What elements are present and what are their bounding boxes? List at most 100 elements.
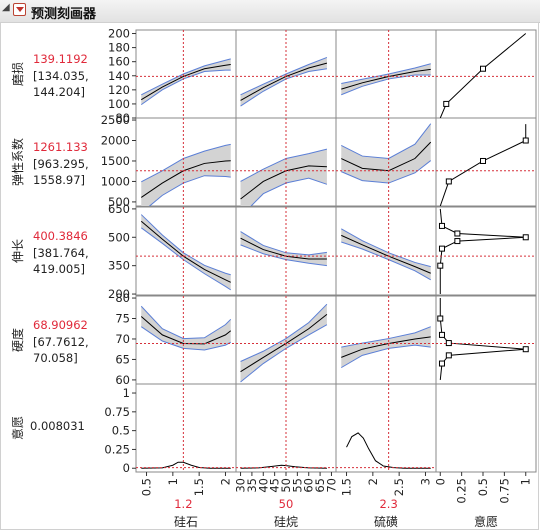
x-tick-label: 1.5 bbox=[192, 478, 206, 496]
cell-border bbox=[435, 295, 537, 385]
band-upper-edge bbox=[140, 214, 231, 276]
desirability-handle[interactable] bbox=[445, 340, 452, 347]
confidence-band bbox=[141, 144, 231, 206]
band-upper-edge bbox=[141, 58, 231, 96]
ci-upper: 70.058] bbox=[33, 351, 78, 365]
prediction-trace bbox=[346, 432, 431, 469]
cell-group bbox=[236, 384, 336, 472]
band-lower-edge bbox=[240, 68, 327, 107]
desirability-function bbox=[439, 208, 526, 295]
y-tick-label: 0 bbox=[123, 461, 130, 475]
desirability-handle[interactable] bbox=[445, 352, 452, 359]
ci-lower: [381.764, bbox=[33, 246, 89, 260]
band-lower-edge bbox=[140, 69, 231, 106]
desirability-group bbox=[436, 208, 536, 295]
ci-upper: 419.005] bbox=[33, 262, 85, 276]
cell-group bbox=[336, 384, 436, 472]
y-tick-label: 70 bbox=[115, 332, 130, 346]
band-lower-edge bbox=[240, 324, 328, 383]
desirability-handle[interactable] bbox=[438, 331, 445, 338]
x-tick-label: 1 bbox=[166, 478, 180, 485]
desirability-handle[interactable] bbox=[480, 157, 487, 164]
desirability-group bbox=[436, 124, 536, 206]
confidence-band bbox=[240, 57, 327, 107]
profiler-frame bbox=[0, 22, 539, 530]
desirability-handle[interactable] bbox=[443, 100, 450, 107]
desirability-group bbox=[436, 298, 536, 380]
cell-border bbox=[335, 206, 437, 296]
desirability-handle[interactable] bbox=[522, 234, 529, 241]
band-upper-edge bbox=[141, 143, 231, 183]
x-tick-label: 60 bbox=[302, 478, 316, 493]
y-tick-label: 180 bbox=[108, 41, 130, 55]
response-name: 意愿 bbox=[10, 416, 25, 440]
band-lower-edge bbox=[341, 241, 431, 281]
cell-group bbox=[136, 30, 236, 118]
ci-upper: 144.204] bbox=[33, 85, 85, 99]
x-tick-label: 55 bbox=[290, 478, 304, 493]
ci-lower: [134.035, bbox=[33, 69, 89, 83]
cell-border bbox=[435, 29, 537, 119]
desirability-group bbox=[436, 33, 536, 118]
x-tick-label: 2 bbox=[366, 478, 380, 485]
x-tick-label: 3 bbox=[418, 478, 432, 485]
prediction-trace bbox=[141, 64, 231, 101]
y-tick-label: 200 bbox=[108, 27, 130, 41]
confidence-band bbox=[141, 214, 231, 290]
x-tick-label: 1 bbox=[519, 478, 533, 485]
cell-group bbox=[136, 207, 236, 295]
factor-current-value: 2.3 bbox=[379, 497, 397, 511]
x-tick-label: 40 bbox=[256, 478, 270, 493]
y-tick-label: 0.5 bbox=[112, 424, 130, 438]
desirability-function bbox=[439, 298, 526, 380]
y-tick-label: 80 bbox=[115, 291, 130, 305]
response-name: 硬度 bbox=[10, 328, 25, 352]
y-tick-label: 2500 bbox=[101, 113, 130, 127]
prediction-trace bbox=[141, 461, 231, 469]
predicted-value: 68.90962 bbox=[33, 318, 88, 332]
x-tick-label: 70 bbox=[324, 478, 338, 493]
desirability-handle[interactable] bbox=[522, 346, 529, 353]
cell-border bbox=[435, 383, 537, 473]
x-tick-label: 65 bbox=[313, 478, 327, 493]
y-tick-label: 0.75 bbox=[104, 405, 130, 419]
desirability-handle[interactable] bbox=[454, 230, 461, 237]
x-tick-label: 0 bbox=[433, 478, 447, 485]
desirability-handle[interactable] bbox=[522, 137, 529, 144]
desirability-handle[interactable] bbox=[438, 360, 445, 367]
desirability-handle[interactable] bbox=[438, 222, 445, 229]
cell-group bbox=[336, 207, 436, 295]
desirability-handle[interactable] bbox=[454, 238, 461, 245]
factor-name: 硅石 bbox=[174, 515, 198, 529]
y-tick-label: 350 bbox=[108, 259, 130, 273]
x-tick-label: 0.75 bbox=[497, 478, 511, 504]
desirability-handle[interactable] bbox=[445, 178, 452, 185]
y-tick-label: 1 bbox=[123, 386, 130, 400]
desirability-handle[interactable] bbox=[437, 262, 444, 269]
red-triangle-menu-icon[interactable] bbox=[13, 3, 26, 16]
ci-lower: [67.7612, bbox=[33, 335, 89, 349]
y-tick-label: 500 bbox=[108, 230, 130, 244]
cell-group bbox=[336, 296, 436, 384]
predicted-value: 0.008031 bbox=[30, 419, 85, 433]
band-upper-edge bbox=[140, 305, 232, 340]
confidence-band bbox=[240, 149, 327, 206]
y-tick-label: 75 bbox=[115, 312, 130, 326]
y-tick-label: 60 bbox=[115, 373, 130, 387]
band-upper-edge bbox=[341, 228, 431, 268]
x-tick-label: 30 bbox=[234, 478, 248, 493]
ci-lower: [963.295, bbox=[33, 157, 89, 171]
y-tick-label: 500 bbox=[108, 195, 130, 209]
cell-group bbox=[136, 118, 236, 206]
band-upper-edge bbox=[341, 326, 431, 348]
y-tick-label: 0.25 bbox=[104, 442, 130, 456]
desirability-handle[interactable] bbox=[438, 245, 445, 252]
y-tick-label: 80 bbox=[115, 111, 130, 125]
desirability-handle[interactable] bbox=[437, 315, 444, 322]
disclosure-icon[interactable]: ◢ bbox=[2, 2, 10, 13]
cell-group bbox=[336, 118, 436, 206]
cell-group bbox=[236, 207, 336, 295]
desirability-handle[interactable] bbox=[480, 65, 487, 72]
y-tick-label: 2000 bbox=[101, 134, 130, 148]
